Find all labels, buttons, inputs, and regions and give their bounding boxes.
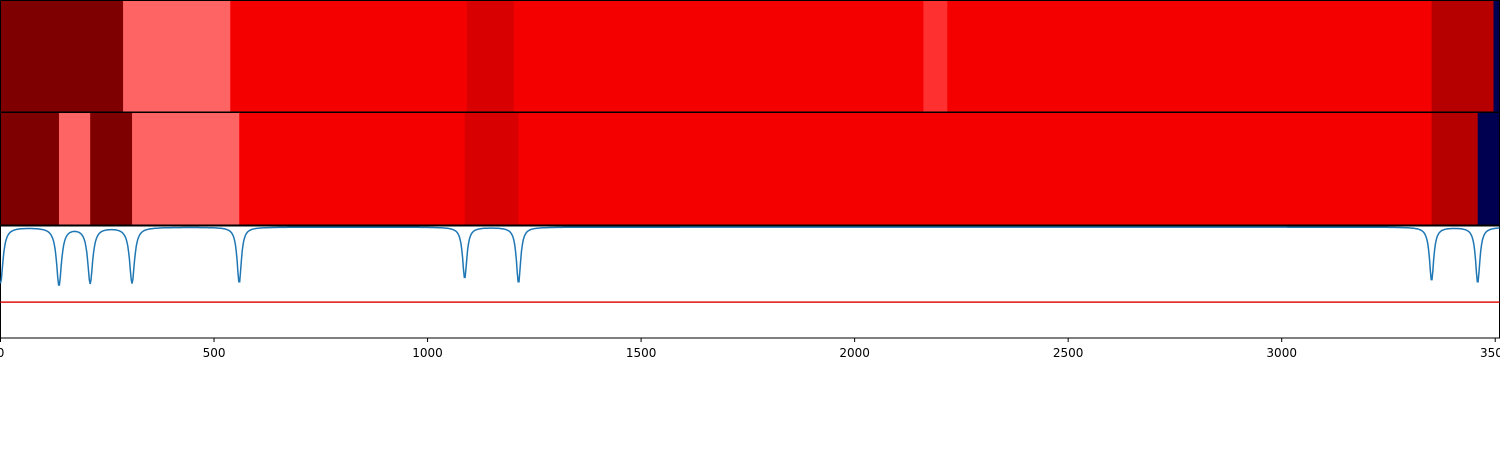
x-tick-label: 3000	[1266, 346, 1297, 360]
heatmap-segment	[1431, 1, 1495, 112]
x-axis: 0 500 1000 1500 2000 2500 3000 3500	[0, 338, 1500, 360]
heatmap-segment	[59, 113, 91, 225]
heatmap-segment	[1477, 113, 1500, 225]
heatmap-segment	[1493, 1, 1500, 112]
heatmap-segment	[123, 1, 231, 112]
heatmap-segment	[518, 113, 1433, 225]
x-tick-label: 2500	[1053, 346, 1084, 360]
score-line	[0, 226, 1500, 286]
heatmap-segment	[239, 113, 466, 225]
x-tick-label: 1500	[626, 346, 657, 360]
heatmap-row-2	[0, 112, 1500, 226]
heatmap-segment	[0, 1, 124, 112]
heatmap-rows	[0, 0, 1500, 226]
line-panel	[0, 225, 1500, 339]
heatmap-segment	[230, 1, 468, 112]
line-panel-frame	[0, 225, 1500, 339]
x-tick-label: 1000	[412, 346, 443, 360]
heatmap-segment	[947, 1, 1433, 112]
x-tick-label: 3500	[1480, 346, 1500, 360]
x-tick-label: 500	[203, 346, 226, 360]
x-tick-label: 2000	[839, 346, 870, 360]
heatmap-segment	[0, 113, 60, 225]
heatmap-segment	[132, 113, 240, 225]
heatmap-segment	[513, 1, 924, 112]
heatmap-segment	[464, 113, 520, 225]
heatmap-segment	[1431, 113, 1479, 225]
heatmap-segment	[466, 1, 515, 112]
heatmap-segment	[923, 1, 948, 112]
heatmap-segment	[90, 113, 133, 225]
heatmap-row-1	[0, 0, 1500, 113]
x-tick-label: 0	[0, 346, 4, 360]
